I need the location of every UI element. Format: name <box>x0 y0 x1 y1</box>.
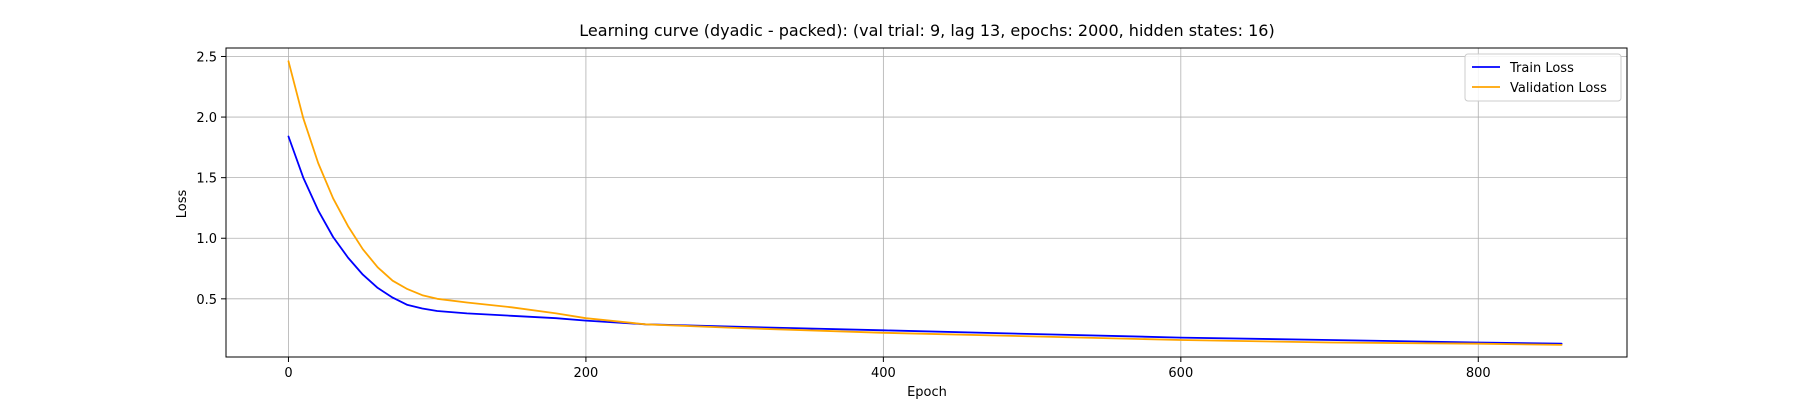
y-tick-label: 1.5 <box>196 172 217 187</box>
chart-title: Learning curve (dyadic - packed): (val t… <box>579 21 1274 40</box>
axis-ticks: 0 200 400 600 800 0.5 1.0 1.5 2.0 2.5 <box>196 50 1490 381</box>
x-axis-label: Epoch <box>907 385 947 400</box>
grid-lines <box>226 48 1627 357</box>
y-tick-label: 0.5 <box>196 293 217 308</box>
y-axis-label: Loss <box>175 190 190 219</box>
legend-train-label: Train Loss <box>1509 61 1574 76</box>
x-tick-label: 200 <box>574 366 599 381</box>
x-tick-label: 800 <box>1466 366 1491 381</box>
x-tick-label: 0 <box>284 366 292 381</box>
y-tick-label: 1.0 <box>196 232 217 247</box>
validation-loss-line <box>287 60 1563 346</box>
plot-frame <box>225 47 1628 358</box>
legend-box <box>1464 53 1622 102</box>
x-tick-label: 600 <box>1168 366 1193 381</box>
series-lines <box>287 60 1563 346</box>
y-tick-label: 2.5 <box>196 50 217 65</box>
legend-validation-label: Validation Loss <box>1510 81 1607 96</box>
legend: Train Loss Validation Loss <box>1464 53 1622 102</box>
train-loss-line <box>287 135 1563 345</box>
y-tick-label: 2.0 <box>196 111 217 126</box>
x-tick-label: 400 <box>871 366 896 381</box>
